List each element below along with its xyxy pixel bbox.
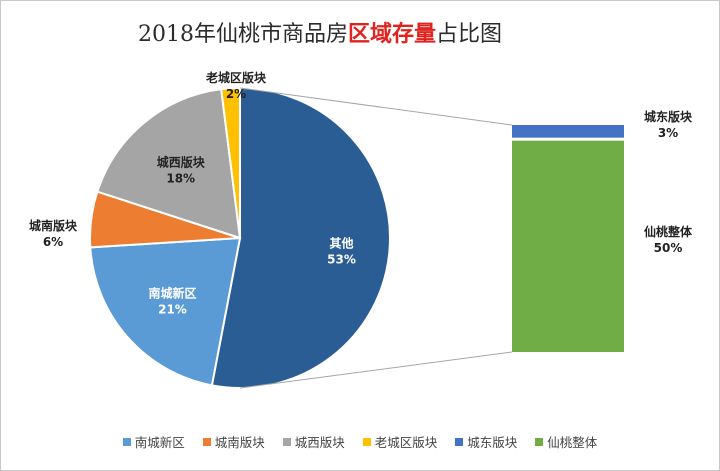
legend-label-3: 老城区版块 xyxy=(374,435,438,450)
legend-label-1: 城南版块 xyxy=(214,435,265,450)
legend-label-0: 南城新区 xyxy=(134,435,185,450)
legend-label-4: 城东版块 xyxy=(467,435,518,450)
pie-slice-1 xyxy=(89,236,242,387)
pie-slice-3 xyxy=(96,88,242,240)
legend-swatch-0 xyxy=(122,437,131,446)
bar-segment-1 xyxy=(512,140,624,352)
legend-label-2: 城西版块 xyxy=(294,435,345,450)
connector-line-top xyxy=(239,87,513,126)
legend-item-2: 城西版块 xyxy=(282,432,345,451)
chart-title-prefix: 2018年仙桃市商品房 xyxy=(137,22,348,47)
bar-label-value-1: 50% xyxy=(654,241,683,255)
chart-title-highlight: 区域存量 xyxy=(347,21,436,47)
chart-title-suffix: 占比图 xyxy=(436,22,503,47)
pie-label-name-3: 城西版块 xyxy=(157,154,206,169)
bar-label-name-1: 仙桃整体 xyxy=(644,224,693,239)
legend-item-0: 南城新区 xyxy=(122,432,185,451)
pie-label-name-0: 其他 xyxy=(330,236,354,251)
pie-label-value-4: 2% xyxy=(226,87,246,101)
chart-legend: 南城新区 城南版块 城西版块 老城区版块 城东版块 仙桃整体 xyxy=(0,432,720,451)
legend-item-1: 城南版块 xyxy=(202,432,265,451)
legend-item-4: 城东版块 xyxy=(455,432,517,451)
legend-label-5: 仙桃整体 xyxy=(547,435,598,450)
legend-item-3: 老城区版块 xyxy=(362,432,438,451)
pie-label-value-2: 6% xyxy=(43,235,63,249)
connector-line-bottom xyxy=(239,351,513,389)
bar-label-value-0: 3% xyxy=(658,126,678,140)
legend-swatch-2 xyxy=(282,437,291,446)
legend-swatch-1 xyxy=(202,437,211,446)
pie-label-value-1: 21% xyxy=(158,303,187,317)
legend-swatch-3 xyxy=(362,437,371,446)
pie-label-name-1: 南城新区 xyxy=(148,286,196,301)
pie-label-value-3: 18% xyxy=(166,171,195,185)
legend-swatch-4 xyxy=(455,437,464,446)
bar-segment-0 xyxy=(512,125,624,138)
legend-item-5: 仙桃整体 xyxy=(535,432,597,451)
chart-title: 2018年仙桃市商品房区域存量占比图 xyxy=(0,16,640,48)
legend-swatch-5 xyxy=(535,437,544,446)
pie-label-name-2: 城南版块 xyxy=(29,218,78,233)
pie-label-name-4: 老城区版块 xyxy=(206,70,267,85)
pie-slice-4 xyxy=(220,86,241,239)
pie-label-value-0: 53% xyxy=(327,253,356,267)
bar-label-name-0: 城东版块 xyxy=(644,109,693,124)
